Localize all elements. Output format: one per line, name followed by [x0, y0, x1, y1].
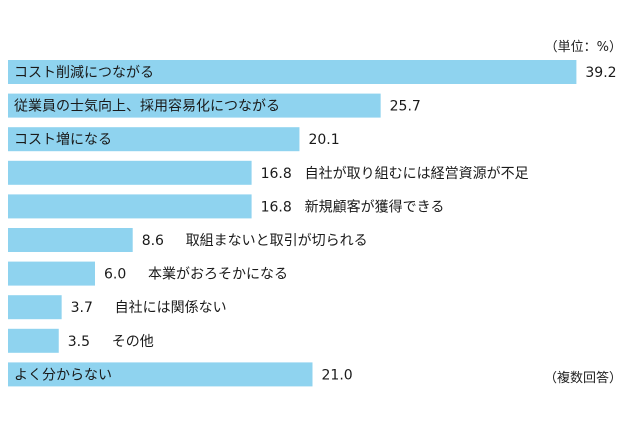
bar-9 [8, 362, 313, 387]
value-label-8: 3.5 [68, 334, 90, 350]
bar-4 [8, 194, 252, 219]
value-label-7: 3.7 [71, 300, 93, 316]
category-label-4: 新規顧客が獲得できる [305, 198, 445, 215]
bar-0 [8, 60, 577, 84]
value-label-0: 39.2 [585, 65, 616, 81]
category-label-0: コスト削減につながる [14, 64, 154, 81]
value-label-5: 8.6 [142, 233, 164, 249]
category-label-3: 自社が取り組むには経営資源が不足 [305, 166, 529, 182]
value-label-4: 16.8 [261, 199, 292, 215]
bar-8 [8, 328, 59, 353]
bar-3 [8, 160, 252, 185]
category-label-7: 自社には関係ない [115, 300, 227, 316]
category-label-2: コスト増になる [14, 132, 112, 148]
bar-6 [8, 261, 95, 286]
category-label-5: 取組まないと取引が切られる [186, 233, 368, 249]
bar-5 [8, 228, 133, 252]
category-label-6: 本業がおろそかになる [148, 267, 288, 283]
value-label-6: 6.0 [104, 267, 126, 283]
bar-1 [8, 93, 381, 118]
category-label-1: 従業員の士気向上、採用容易化につながる [14, 98, 280, 115]
value-label-1: 25.7 [390, 99, 421, 115]
bar-2 [8, 127, 300, 152]
footnote: （複数回答） [543, 371, 622, 386]
value-label-9: 21.0 [322, 367, 353, 383]
unit-note: （単位：%） [544, 40, 622, 55]
bar-7 [8, 295, 62, 320]
category-label-9: よく分からない [14, 367, 112, 383]
value-label-3: 16.8 [261, 166, 292, 182]
value-label-2: 20.1 [308, 132, 339, 148]
category-label-8: その他 [112, 334, 154, 350]
